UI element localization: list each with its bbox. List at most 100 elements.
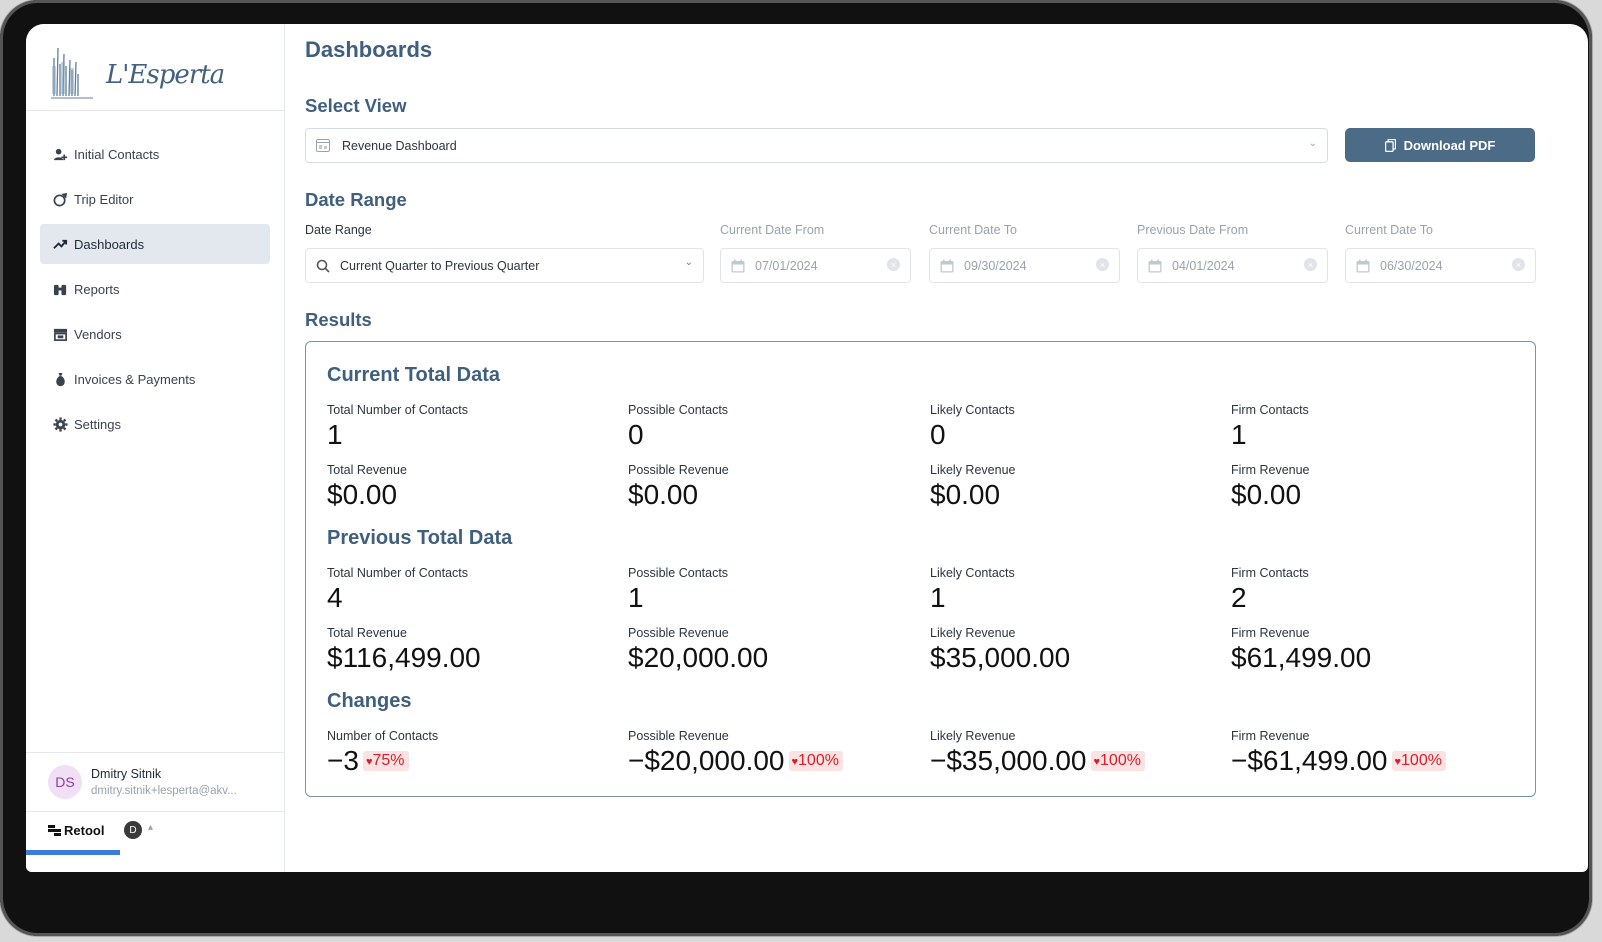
stat-previous-likely-revenue: Likely Revenue $35,000.00 [930, 626, 1220, 674]
previous-date-to-input[interactable]: 06/30/2024 × [1345, 248, 1536, 283]
stat-previous-firm-revenue: Firm Revenue $61,499.00 [1231, 626, 1521, 674]
sidebar: L'Esperta Initial Contacts Trip Editor D… [26, 24, 285, 872]
stat-label: Total Number of Contacts [327, 566, 469, 580]
stat-label: Number of Contacts [327, 729, 439, 743]
sidebar-item-reports[interactable]: Reports [40, 269, 270, 309]
previous-date-from-value: 04/01/2024 [1172, 258, 1235, 273]
download-pdf-button[interactable]: Download PDF [1345, 128, 1535, 162]
stat-value: −$61,499.00 [1231, 745, 1388, 776]
change-percent: 100% [1401, 752, 1442, 769]
stat-value: $0.00 [930, 479, 1001, 510]
stat-value: −3 [327, 745, 359, 776]
stat-previous-total-contacts: Total Number of Contacts 4 [327, 566, 617, 614]
stat-value: 2 [1231, 582, 1247, 613]
stat-current-likely-contacts: Likely Contacts 0 [930, 403, 1220, 451]
stat-value: $0.00 [628, 479, 699, 510]
sidebar-item-label: Initial Contacts [74, 146, 160, 162]
globe-plane-icon [52, 191, 68, 207]
storefront-icon [52, 326, 68, 342]
stat-label: Total Revenue [327, 463, 407, 477]
current-date-to-input[interactable]: 09/30/2024 × [929, 248, 1120, 283]
page-title: Dashboards [305, 37, 433, 62]
sidebar-item-vendors[interactable]: Vendors [40, 314, 270, 354]
changes-title: Changes [327, 690, 412, 712]
brand-logo[interactable] [48, 36, 228, 106]
stat-label: Likely Revenue [930, 463, 1016, 477]
sidebar-item-trip-editor[interactable]: Trip Editor [40, 179, 270, 219]
stat-current-possible-revenue: Possible Revenue $0.00 [628, 463, 918, 511]
stat-label: Possible Revenue [628, 729, 729, 743]
sidebar-item-label: Settings [74, 416, 121, 432]
previous-date-from-input[interactable]: 04/01/2024 × [1137, 248, 1328, 283]
clear-icon[interactable]: × [1512, 258, 1525, 271]
sidebar-item-invoices-payments[interactable]: Invoices & Payments [40, 359, 270, 399]
current-date-from-label: Current Date From [720, 223, 825, 237]
stat-label: Likely Revenue [930, 626, 1016, 640]
stat-value: $20,000.00 [628, 642, 769, 673]
stat-current-firm-contacts: Firm Contacts 1 [1231, 403, 1521, 451]
dashboard-icon [316, 139, 330, 152]
stat-value: 0 [628, 419, 644, 450]
date-range-value: Current Quarter to Previous Quarter [340, 258, 540, 273]
clear-icon[interactable]: × [1304, 258, 1317, 271]
sidebar-item-settings[interactable]: Settings [40, 404, 270, 444]
calendar-icon [1148, 259, 1162, 273]
clear-icon[interactable]: × [887, 258, 900, 271]
previous-total-title: Previous Total Data [327, 527, 513, 549]
stat-current-total-contacts: Total Number of Contacts 1 [327, 403, 617, 451]
change-badge: ♥100% [1090, 751, 1145, 771]
stat-label: Total Revenue [327, 626, 407, 640]
stat-label: Possible Contacts [628, 403, 729, 417]
calendar-icon [940, 259, 954, 273]
current-date-from-input[interactable]: 07/01/2024 × [720, 248, 911, 283]
stat-label: Firm Revenue [1231, 463, 1310, 477]
stat-value-row: −$35,000.00 ♥100% [930, 745, 1220, 777]
stat-value: 1 [1231, 419, 1247, 450]
stat-label: Likely Revenue [930, 729, 1016, 743]
search-icon [316, 259, 330, 273]
current-total-title: Current Total Data [327, 364, 500, 386]
stat-label: Total Number of Contacts [327, 403, 469, 417]
stat-label: Firm Revenue [1231, 626, 1310, 640]
money-bag-icon [52, 371, 68, 387]
results-heading: Results [305, 309, 372, 330]
down-trend-icon: ♥ [1394, 756, 1402, 768]
workspace-badge[interactable]: D [124, 821, 142, 839]
sidebar-item-dashboards[interactable]: Dashboards [40, 224, 270, 264]
sidebar-item-initial-contacts[interactable]: Initial Contacts [40, 134, 270, 174]
stat-change-firm-revenue: Firm Revenue −$61,499.00 ♥100% [1231, 729, 1521, 777]
stat-value: $116,499.00 [327, 642, 481, 673]
chevron-up-icon[interactable]: ▴ [148, 822, 154, 833]
date-range-label: Date Range [305, 223, 372, 237]
stat-value: $0.00 [1231, 479, 1302, 510]
current-date-to-label: Current Date To [929, 223, 1018, 237]
stat-previous-possible-revenue: Possible Revenue $20,000.00 [628, 626, 918, 674]
clear-icon[interactable]: × [1096, 258, 1109, 271]
stat-current-possible-contacts: Possible Contacts 0 [628, 403, 918, 451]
select-view-heading: Select View [305, 95, 407, 116]
sidebar-item-label: Invoices & Payments [74, 371, 196, 387]
retool-branding[interactable]: Retool [48, 823, 104, 838]
sidebar-nav: Initial Contacts Trip Editor Dashboards … [40, 134, 270, 449]
previous-date-to-value: 06/30/2024 [1380, 258, 1443, 273]
stat-previous-total-revenue: Total Revenue $116,499.00 [327, 626, 617, 674]
stat-label: Likely Contacts [930, 566, 1015, 580]
stat-value: 0 [930, 419, 946, 450]
stat-value-row: −$61,499.00 ♥100% [1231, 745, 1521, 777]
download-pdf-label: Download PDF [1403, 137, 1496, 153]
view-select[interactable]: Revenue Dashboard ⌄ [305, 128, 1328, 163]
stat-previous-likely-contacts: Likely Contacts 1 [930, 566, 1220, 614]
date-range-select[interactable]: Current Quarter to Previous Quarter ⌄ [305, 248, 704, 283]
stat-value-row: −3 ♥75% [327, 745, 617, 777]
trend-up-icon [52, 236, 68, 252]
stat-value: −$35,000.00 [930, 745, 1087, 776]
brand-logo-text: L'Esperta [106, 60, 225, 90]
stat-previous-firm-contacts: Firm Contacts 2 [1231, 566, 1521, 614]
sidebar-item-label: Trip Editor [74, 191, 134, 207]
stat-value-row: −$20,000.00 ♥100% [628, 745, 918, 777]
retool-logo-icon [48, 825, 61, 836]
user-profile[interactable]: DS Dmitry Sitnik dmitry.sitnik+lesperta@… [26, 752, 284, 812]
logo-divider [26, 110, 284, 111]
stat-current-total-revenue: Total Revenue $0.00 [327, 463, 617, 511]
